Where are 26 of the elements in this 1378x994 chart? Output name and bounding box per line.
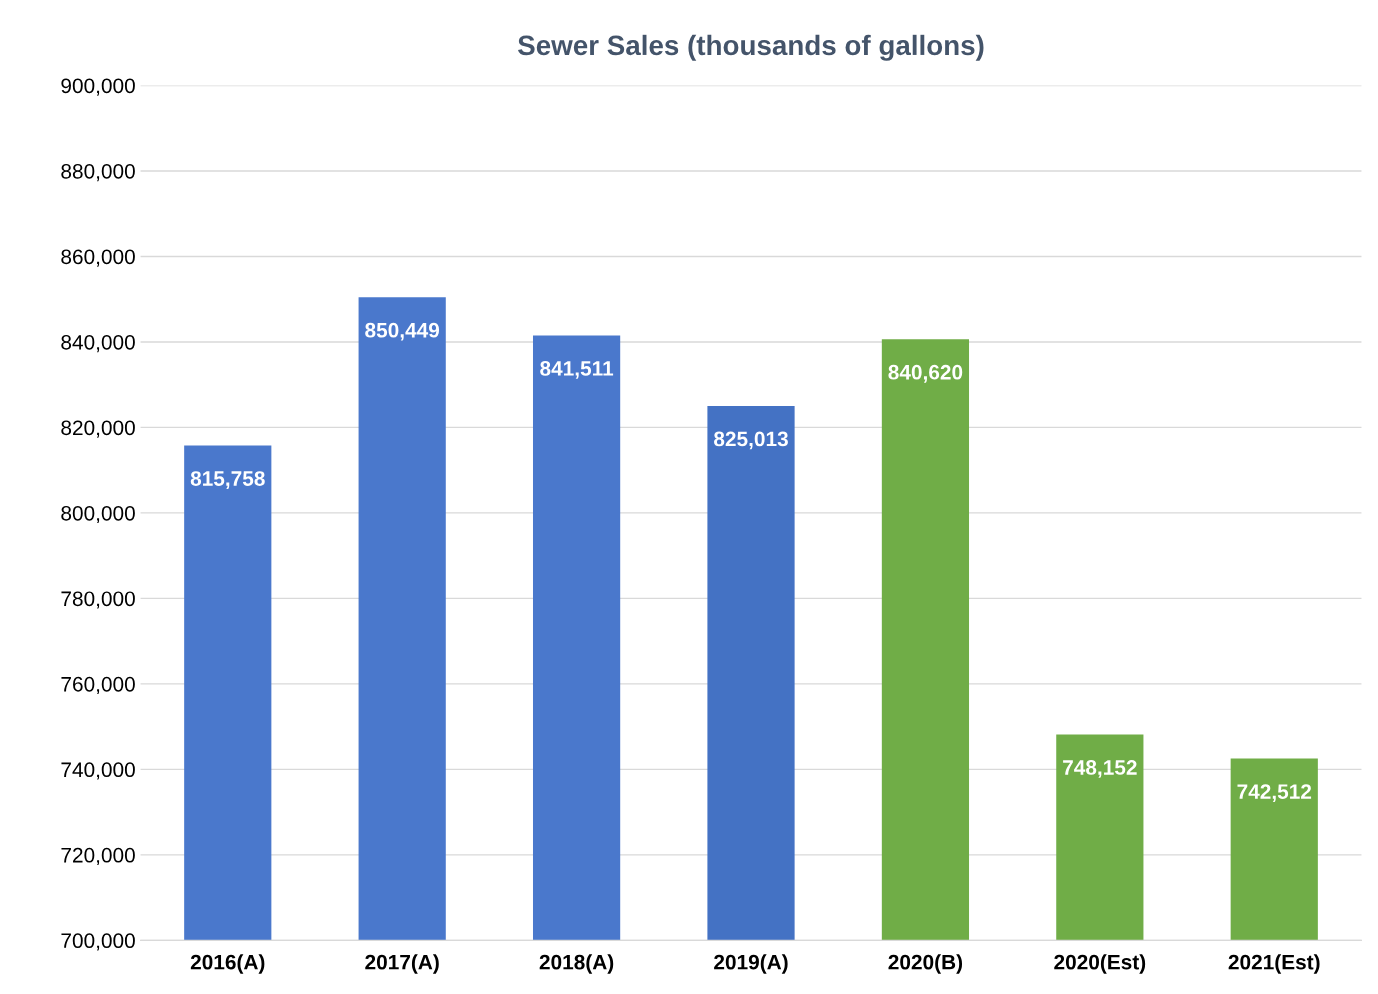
data-label: 841,511 [540, 361, 614, 379]
data-label: 850,449 [365, 322, 440, 341]
y-tick-label: 780,000 [61, 591, 135, 609]
y-tick-label: 760,000 [61, 676, 135, 695]
data-label: 742,512 [1237, 784, 1312, 802]
chart-title: Sewer Sales (thousands of gallons) [517, 34, 984, 61]
data-label: 825,013 [714, 431, 788, 450]
y-tick-label: 840,000 [61, 334, 135, 353]
y-tick-label: 860,000 [61, 249, 135, 267]
y-tick-label: 740,000 [61, 762, 135, 780]
y-tick-label: 700,000 [61, 933, 135, 951]
y-tick-label: 800,000 [61, 505, 135, 524]
x-tick-label: 2020(B) [888, 954, 963, 974]
x-tick-label: 2017(A) [365, 954, 439, 974]
x-tick-label: 2018(A) [539, 954, 614, 974]
y-tick-label: 900,000 [61, 78, 135, 96]
y-tick-label: 720,000 [61, 847, 135, 866]
x-tick-label: 2021(Est) [1228, 954, 1320, 974]
data-label: 840,620 [888, 364, 963, 383]
data-label: 815,758 [190, 471, 265, 489]
data-label: 748,152 [1063, 760, 1137, 778]
y-tick-label: 880,000 [61, 163, 135, 182]
x-tick-label: 2016(A) [190, 954, 265, 974]
y-tick-label: 820,000 [61, 420, 135, 438]
x-tick-label: 2019(A) [714, 954, 788, 974]
x-tick-label: 2020(Est) [1054, 954, 1146, 974]
